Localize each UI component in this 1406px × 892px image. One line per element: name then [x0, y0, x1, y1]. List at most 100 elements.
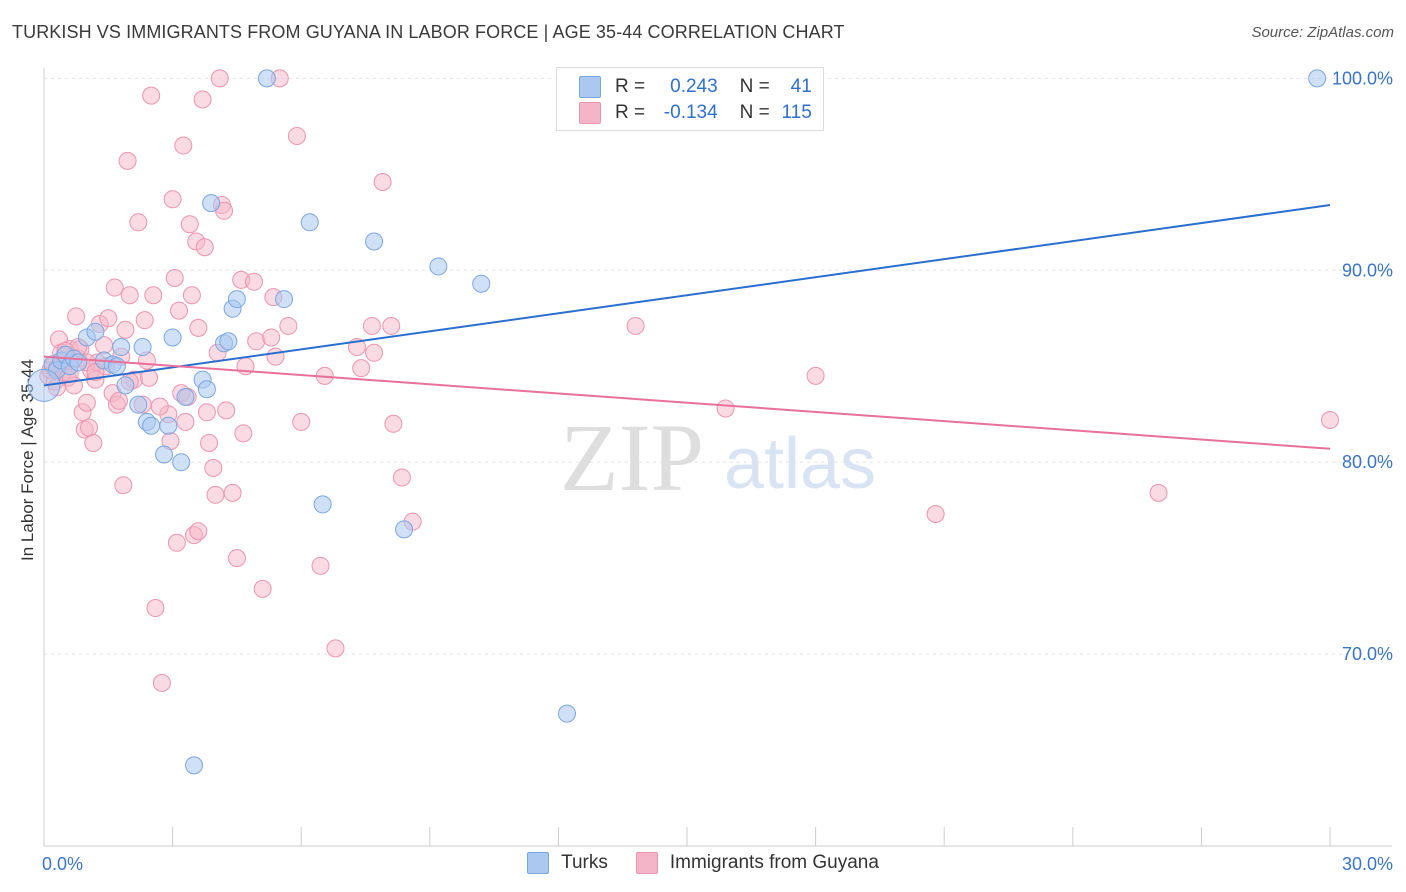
y-tick-label: 80.0% [1342, 452, 1393, 472]
guyana-point [195, 238, 214, 257]
guyana-point [167, 533, 186, 552]
guyana-point [227, 549, 246, 568]
turks-point [257, 69, 276, 88]
guyana-point [210, 69, 229, 88]
guyana-point [362, 316, 381, 335]
turks-point [1308, 69, 1327, 88]
y-tick-label: 90.0% [1342, 260, 1393, 280]
turks-point [197, 380, 216, 399]
guyana-point [105, 278, 124, 297]
turks-point [172, 453, 191, 472]
axes [43, 68, 1392, 847]
guyana-point [189, 318, 208, 337]
turks-n-value: 41 [790, 76, 812, 97]
guyana-point [182, 286, 201, 305]
guyana-point [67, 307, 86, 326]
watermark-zip: ZIP [560, 404, 704, 511]
guyana-point [180, 215, 199, 234]
guyana-point [234, 424, 253, 443]
turks-point [472, 274, 491, 293]
guyana-point [247, 332, 266, 351]
guyana-point [384, 414, 403, 433]
legend-row-turks: R = 0.243 N = 41 [579, 75, 812, 99]
guyana-trend-line [43, 355, 1331, 450]
turks-point [395, 520, 414, 539]
guyana-r-value: -0.134 [663, 102, 718, 123]
turks-point [300, 213, 319, 232]
guyana-point [146, 599, 165, 618]
guyana-point [806, 366, 825, 385]
guyana-point [266, 347, 285, 366]
turks-point [159, 416, 178, 435]
turks-point [275, 290, 294, 309]
source-note: Source: ZipAtlas.com [1251, 24, 1394, 41]
n-label: N = [739, 76, 770, 97]
turks-point [116, 376, 135, 395]
watermark-atlas: atlas [724, 424, 876, 504]
guyana-point [204, 458, 223, 477]
guyana-point [193, 90, 212, 109]
turks-legend-label: Turks [561, 852, 608, 873]
legend-item-guyana[interactable]: Immigrants from Guyana [635, 852, 879, 874]
turks-point [142, 416, 161, 435]
guyana-point [287, 126, 306, 145]
guyana-point [365, 343, 384, 362]
guyana-point [223, 483, 242, 502]
y-tick-label: 100.0% [1332, 68, 1393, 88]
turks-point [155, 445, 174, 464]
legend-row-guyana: R = -0.134 N = 115 [579, 101, 812, 125]
guyana-point [99, 309, 118, 328]
guyana-point [311, 556, 330, 575]
guyana-point [120, 286, 139, 305]
x-tick-label: 0.0% [42, 854, 83, 874]
series-legend: Turks Immigrants from Guyana [0, 852, 1406, 874]
turks-point [133, 338, 152, 357]
r-label: R = [615, 102, 646, 123]
legend-item-turks[interactable]: Turks [527, 852, 608, 874]
tick-labels: 100.0% 90.0% 80.0% 70.0% 0.0% 30.0% [42, 68, 1393, 874]
guyana-point [352, 359, 371, 378]
turks-r-value: 0.243 [670, 76, 718, 97]
guyana-point [326, 639, 345, 658]
guyana-point [245, 272, 264, 291]
guyana-point [197, 403, 216, 422]
turks-point [176, 387, 195, 406]
guyana-point [129, 213, 148, 232]
guyana-point [716, 399, 735, 418]
guyana-point [114, 476, 133, 495]
r-label: R = [615, 76, 646, 97]
series-guyana-points [39, 69, 1339, 692]
turks-point [86, 322, 105, 341]
guyana-point [292, 412, 311, 431]
trend-lines [43, 204, 1331, 450]
turks-point [557, 704, 576, 723]
guyana-point [165, 268, 184, 287]
guyana-legend-swatch [635, 852, 658, 874]
guyana-point [163, 190, 182, 209]
guyana-swatch [579, 102, 601, 124]
guyana-point [140, 368, 159, 387]
guyana-point [1149, 483, 1168, 502]
guyana-point [150, 397, 169, 416]
guyana-point [152, 673, 171, 692]
guyana-point [217, 401, 236, 420]
stats-legend: R = 0.243 N = 41 R = -0.134 N = 115 [556, 67, 824, 131]
guyana-n-value: 115 [781, 102, 812, 123]
guyana-point [262, 328, 281, 347]
watermark: ZIP atlas [560, 404, 876, 511]
guyana-point [174, 136, 193, 155]
turks-point [429, 257, 448, 276]
guyana-point [118, 151, 137, 170]
turks-legend-swatch [527, 852, 550, 874]
turks-swatch [579, 76, 601, 98]
turks-point [219, 332, 238, 351]
guyana-point [176, 412, 195, 431]
guyana-point [206, 485, 225, 504]
turks-point [129, 395, 148, 414]
turks-point [365, 232, 384, 251]
guyana-point [135, 311, 154, 330]
guyana-point [116, 320, 135, 339]
guyana-legend-label: Immigrants from Guyana [669, 852, 879, 873]
guyana-point [1321, 410, 1339, 429]
guyana-point [80, 418, 99, 437]
